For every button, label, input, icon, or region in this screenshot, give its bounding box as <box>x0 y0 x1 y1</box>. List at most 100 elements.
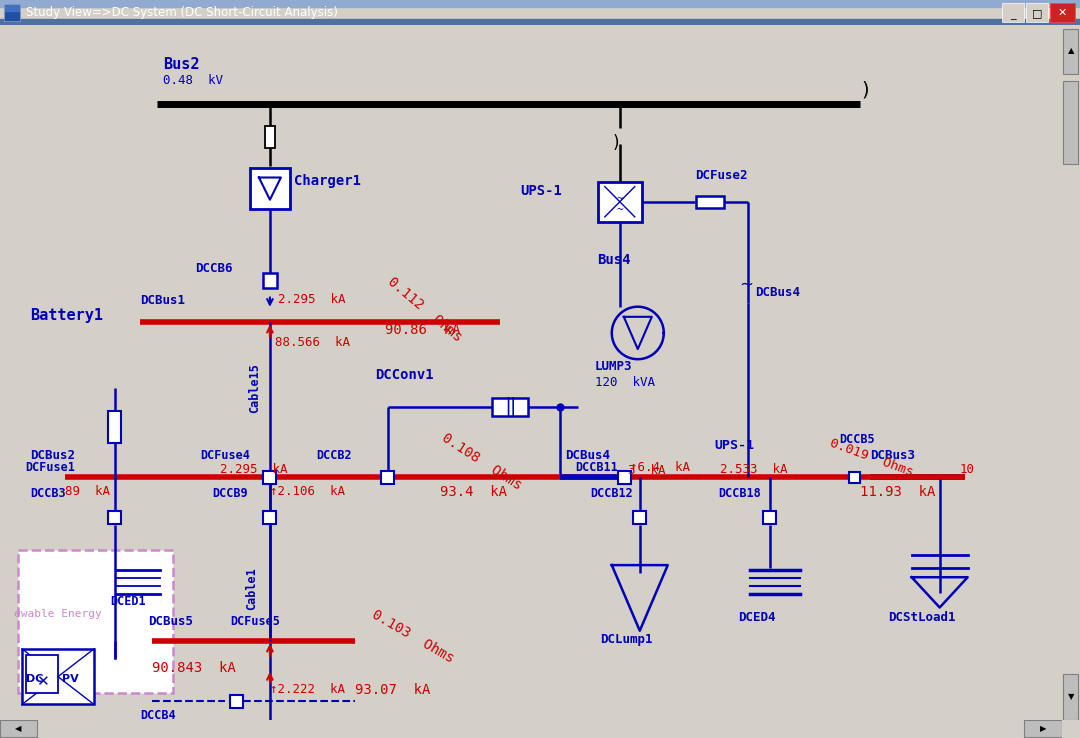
Bar <box>633 511 646 524</box>
Text: 89  kA: 89 kA <box>65 486 110 498</box>
Text: ▼: ▼ <box>1067 692 1075 701</box>
Text: ↑6.4  kA: ↑6.4 kA <box>630 461 690 474</box>
Text: _: _ <box>1010 10 1016 20</box>
Text: 10: 10 <box>960 463 974 476</box>
Text: DCED1: DCED1 <box>110 596 146 608</box>
Text: 0.48  kV: 0.48 kV <box>163 74 222 86</box>
Text: Charger1: Charger1 <box>294 174 361 188</box>
Text: ): ) <box>862 80 869 100</box>
Bar <box>1064 29 1078 74</box>
Bar <box>18 550 173 693</box>
Text: ▶: ▶ <box>1040 724 1047 734</box>
Text: DCLump1: DCLump1 <box>599 632 652 646</box>
Bar <box>1002 3 1024 22</box>
Text: DCCB6: DCCB6 <box>194 262 232 275</box>
Text: 93.4  kA: 93.4 kA <box>440 486 507 500</box>
Text: 120  kVA: 120 kVA <box>595 376 654 390</box>
Text: ): ) <box>612 134 619 152</box>
Text: Cable15: Cable15 <box>248 364 261 413</box>
Text: DCBus5: DCBus5 <box>148 615 193 627</box>
Text: DCCB18: DCCB18 <box>718 487 760 500</box>
Text: 90.843  kA: 90.843 kA <box>152 661 235 675</box>
Text: □: □ <box>1031 8 1042 18</box>
Text: ✕: ✕ <box>36 674 49 689</box>
Bar <box>0 720 37 737</box>
Bar <box>1025 720 1062 737</box>
Text: DCED4: DCED4 <box>738 610 775 624</box>
Text: 0.103  Ohms: 0.103 Ohms <box>369 607 457 666</box>
Bar <box>598 182 642 222</box>
Bar <box>264 471 276 484</box>
Bar <box>26 655 58 693</box>
Bar <box>0 19 1080 25</box>
Text: 88.566  kA: 88.566 kA <box>275 336 350 349</box>
Text: ↑2.106  kA: ↑2.106 kA <box>270 486 345 498</box>
Bar <box>1064 80 1078 164</box>
Bar <box>618 471 632 484</box>
Text: ‖: ‖ <box>504 397 516 416</box>
Bar <box>108 410 121 443</box>
Text: DCFuse4: DCFuse4 <box>200 449 249 462</box>
Text: DCCB4: DCCB4 <box>140 709 176 723</box>
Text: DCBus4: DCBus4 <box>565 449 610 462</box>
Text: Cable1: Cable1 <box>245 567 258 610</box>
Bar <box>696 196 724 208</box>
Text: DCBus2: DCBus2 <box>30 449 75 462</box>
Bar <box>22 649 94 704</box>
Text: DCCB11: DCCB11 <box>575 461 618 474</box>
Text: DCBus4: DCBus4 <box>755 286 800 298</box>
Text: 90.86  kA: 90.86 kA <box>384 323 460 337</box>
Bar <box>5 5 19 11</box>
Bar <box>5 12 19 20</box>
Text: ✕: ✕ <box>1057 8 1067 18</box>
Bar <box>764 511 777 524</box>
Text: DCCB12: DCCB12 <box>590 487 633 500</box>
Text: 0.112  Ohms: 0.112 Ohms <box>384 275 464 345</box>
Bar <box>108 511 121 524</box>
Text: UPS-1: UPS-1 <box>715 439 755 452</box>
Bar <box>381 471 394 484</box>
Text: DCBus1: DCBus1 <box>140 294 185 306</box>
Bar <box>262 273 276 288</box>
Text: PV: PV <box>62 675 79 684</box>
Text: DCCB2: DCCB2 <box>315 449 351 462</box>
Text: 2.533  kA: 2.533 kA <box>719 463 787 476</box>
Text: DC: DC <box>26 675 43 684</box>
Bar <box>849 472 860 483</box>
Text: 0.019  Ohms: 0.019 Ohms <box>827 437 915 479</box>
Text: ◀: ◀ <box>15 724 22 734</box>
Text: ▲: ▲ <box>1067 46 1075 55</box>
Text: 93.07  kA: 93.07 kA <box>355 683 430 697</box>
Text: DCFuse5: DCFuse5 <box>230 615 280 627</box>
Text: DCConv1: DCConv1 <box>375 368 433 382</box>
Text: Battery1: Battery1 <box>30 308 103 323</box>
Bar <box>0 0 1080 7</box>
Text: UPS-1: UPS-1 <box>519 184 562 198</box>
Text: DCCB9: DCCB9 <box>212 487 247 500</box>
Text: DCCB5: DCCB5 <box>840 433 876 446</box>
Bar <box>1064 675 1078 720</box>
Text: ~: ~ <box>617 193 623 204</box>
Text: Bus2: Bus2 <box>163 58 200 72</box>
Text: DCFuse2: DCFuse2 <box>694 170 747 182</box>
Text: DCBus3: DCBus3 <box>869 449 915 462</box>
Text: 3  kA: 3 kA <box>627 464 665 477</box>
Text: Study View=>DC System (DC Short-Circuit Analysis): Study View=>DC System (DC Short-Circuit … <box>26 6 338 19</box>
Text: DCCB3: DCCB3 <box>30 487 66 500</box>
Text: 2.295  kA: 2.295 kA <box>278 292 346 306</box>
Bar <box>265 126 275 148</box>
Text: ewable Energy: ewable Energy <box>14 609 102 618</box>
Text: ~: ~ <box>617 205 623 215</box>
Bar <box>4 4 21 21</box>
Text: ~: ~ <box>740 275 754 294</box>
Bar <box>1050 3 1075 22</box>
Bar <box>1026 3 1048 22</box>
Bar <box>249 168 289 209</box>
Bar <box>264 511 276 524</box>
Text: DCFuse1: DCFuse1 <box>25 461 75 474</box>
Text: DCStLoad1: DCStLoad1 <box>888 610 955 624</box>
Text: 2.295  kA: 2.295 kA <box>220 463 287 476</box>
Text: LUMP3: LUMP3 <box>595 360 632 373</box>
Bar <box>230 694 243 708</box>
Text: ↑2.222  kA: ↑2.222 kA <box>270 683 345 696</box>
